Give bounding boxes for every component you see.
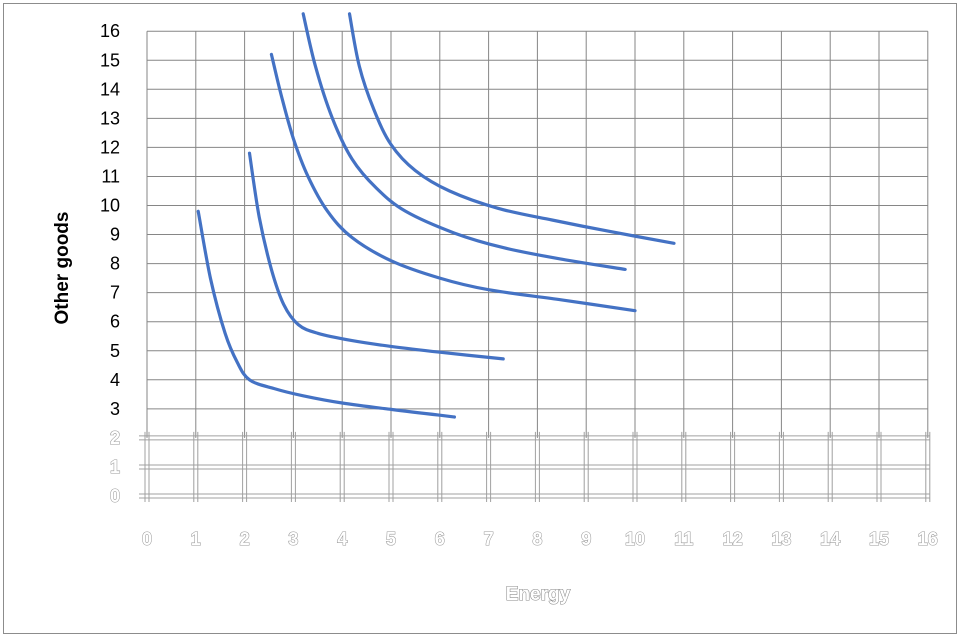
y-tick-label-9: 9 [110,225,120,245]
curve-4 [303,14,625,270]
curve-1 [198,211,454,417]
curves [198,14,674,417]
x-tick-label-5: 5 [386,529,396,549]
y-tick-label-6: 6 [110,312,120,332]
x-tick-label-1: 1 [191,529,201,549]
curve-3 [271,54,635,310]
x-tick-label-13: 13 [771,529,791,549]
faded-grid-band [139,432,930,502]
x-axis-label: Energy [506,584,571,605]
y-tick-label-10: 10 [100,196,120,216]
x-tick-label-9: 9 [581,529,591,549]
y-tick-label-1: 1 [110,457,120,477]
y-tick-label-4: 4 [110,370,120,390]
curve-2 [250,153,504,359]
x-tick-label-10: 10 [625,529,645,549]
x-tick-label-15: 15 [869,529,889,549]
x-tick-label-11: 11 [674,529,693,549]
y-tick-label-14: 14 [100,79,120,99]
x-tick-label-12: 12 [723,529,743,549]
x-tick-label-8: 8 [532,529,542,549]
y-tick-label-12: 12 [100,137,120,157]
x-tick-label-4: 4 [337,529,347,549]
x-tick-label-3: 3 [288,529,298,549]
x-tick-label-6: 6 [435,529,445,549]
y-tick-label-0: 0 [110,486,120,506]
x-tick-label-16: 16 [918,529,938,549]
x-tick-label-7: 7 [484,529,494,549]
y-tick-label-15: 15 [100,50,120,70]
curve-5 [350,14,675,244]
y-tick-label-11: 11 [101,166,120,186]
y-axis-label: Other goods [52,212,73,325]
y-tick-label-5: 5 [110,341,120,361]
x-tick-label-2: 2 [240,529,250,549]
x-tick-label-0: 0 [142,529,152,549]
x-tick-labels: 0 1 2 3 4 5 6 7 8 9 10 11 12 13 14 15 16 [142,529,938,549]
y-tick-label-3: 3 [110,399,120,419]
y-tick-label-8: 8 [110,254,120,274]
y-tick-label-13: 13 [100,108,120,128]
y-tick-label-16: 16 [100,21,120,41]
x-tick-label-14: 14 [820,529,840,549]
y-tick-label-2: 2 [110,428,120,448]
y-tick-label-7: 7 [110,283,120,303]
